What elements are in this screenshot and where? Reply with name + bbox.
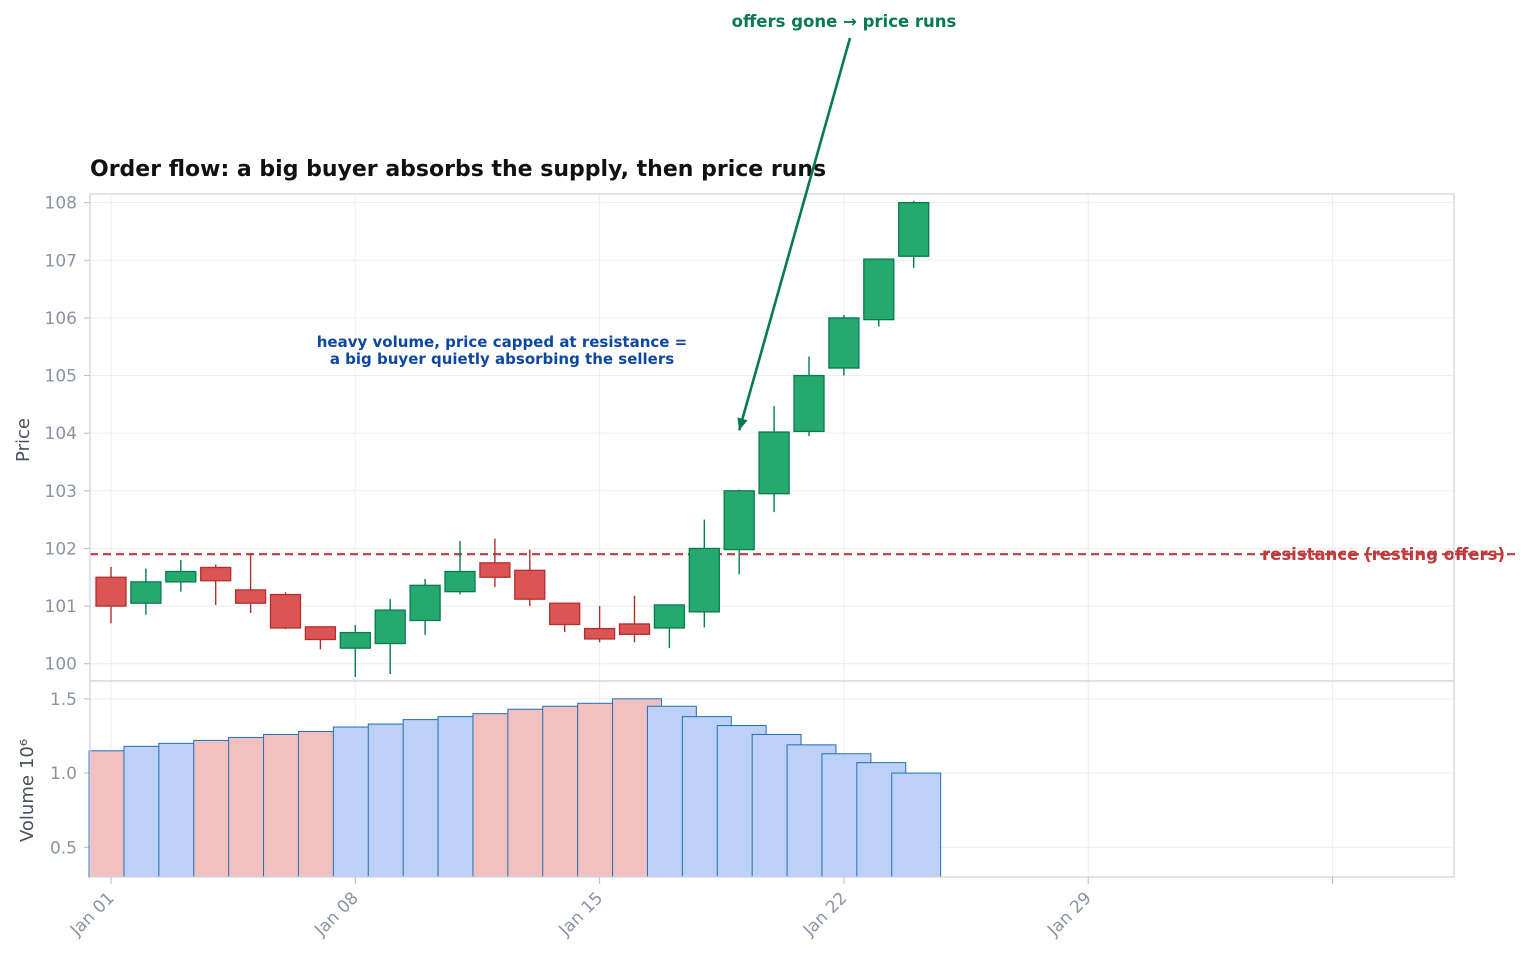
volume-tick-label: 1.5 [50,690,77,710]
candle-body [828,317,860,369]
x-tick-label: Jan 01 [66,888,119,941]
price-tick-label: 102 [45,539,77,559]
price-y-ticks: 100 101 102 103 104 105 106 107 108 [45,194,90,675]
candle-body [723,490,755,551]
candle-body [130,581,162,604]
candle-body [479,562,511,578]
candle-body [793,374,825,433]
x-axis-ticks: Jan 01 Jan 08 Jan 15 Jan 22 Jan 29 [66,877,1333,941]
candle-body [234,589,267,604]
x-tick-label: Jan 29 [1043,888,1096,941]
price-tick-label: 103 [45,482,77,502]
volume-axis-unit: 10⁶ [17,739,38,769]
candle-body [583,627,616,640]
volume-axis-title: Volume [17,775,38,842]
candle-body [688,547,720,613]
volume-bar [891,772,942,878]
candle-body [200,566,232,582]
resistance-label: resistance (resting offers) [1262,545,1505,564]
annotation-arrow-shaft [737,37,852,431]
chart-title: Order flow: a big buyer absorbs the supp… [90,157,826,182]
x-tick-label: Jan 22 [799,888,852,941]
annotation-absorption-line: a big buyer quietly absorbing the seller… [330,350,674,368]
volume-tick-label: 1.0 [50,764,77,784]
annotation-arrow-head [737,417,748,431]
x-tick-label: Jan 15 [555,888,608,941]
price-panel: 100 101 102 103 104 105 106 107 108 resistance (… [13,193,1515,682]
candle-body [165,570,197,583]
volume-y-ticks: 0.5 1.0 1.5 [50,690,90,858]
candle-body [898,201,930,257]
volume-panel: 0.5 1.0 1.5 Volume 10⁶ [17,680,1455,878]
price-axis-label: Price [13,418,34,462]
price-tick-label: 108 [45,194,77,214]
volume-tick-label: 0.5 [50,838,77,858]
annotations: heavy volume, price capped at resistance… [317,12,957,431]
candles [95,200,930,677]
price-tick-label: 101 [45,597,77,617]
candle-body [549,602,581,626]
price-tick-label: 106 [45,309,77,329]
annotation-breakout: offers gone → price runs [732,12,957,31]
annotation-absorption-line: heavy volume, price capped at resistance… [317,333,687,351]
candle-body [758,431,790,495]
candle-body [444,570,476,593]
candle-body [863,258,895,321]
price-tick-label: 100 [45,655,77,675]
candle-body [339,631,371,649]
candle-body [374,609,406,645]
volume-frame [89,680,1455,878]
price-tick-label: 104 [45,424,77,444]
candle-body [618,623,651,635]
candle-body [409,584,441,622]
price-tick-label: 105 [45,367,77,387]
annotation-absorption: heavy volume, price capped at resistance… [317,333,687,368]
candle-body [269,593,302,629]
resistance-layer: resistance (resting offers) [90,545,1515,564]
candle-body [514,569,546,600]
price-tick-label: 107 [45,251,77,271]
x-tick-label: Jan 08 [310,888,363,941]
candle-body [304,626,337,641]
volume-axis-label: Volume 10⁶ [17,739,38,842]
price-grid [90,194,1454,681]
candle-body [95,576,127,607]
candle-body [653,604,686,629]
